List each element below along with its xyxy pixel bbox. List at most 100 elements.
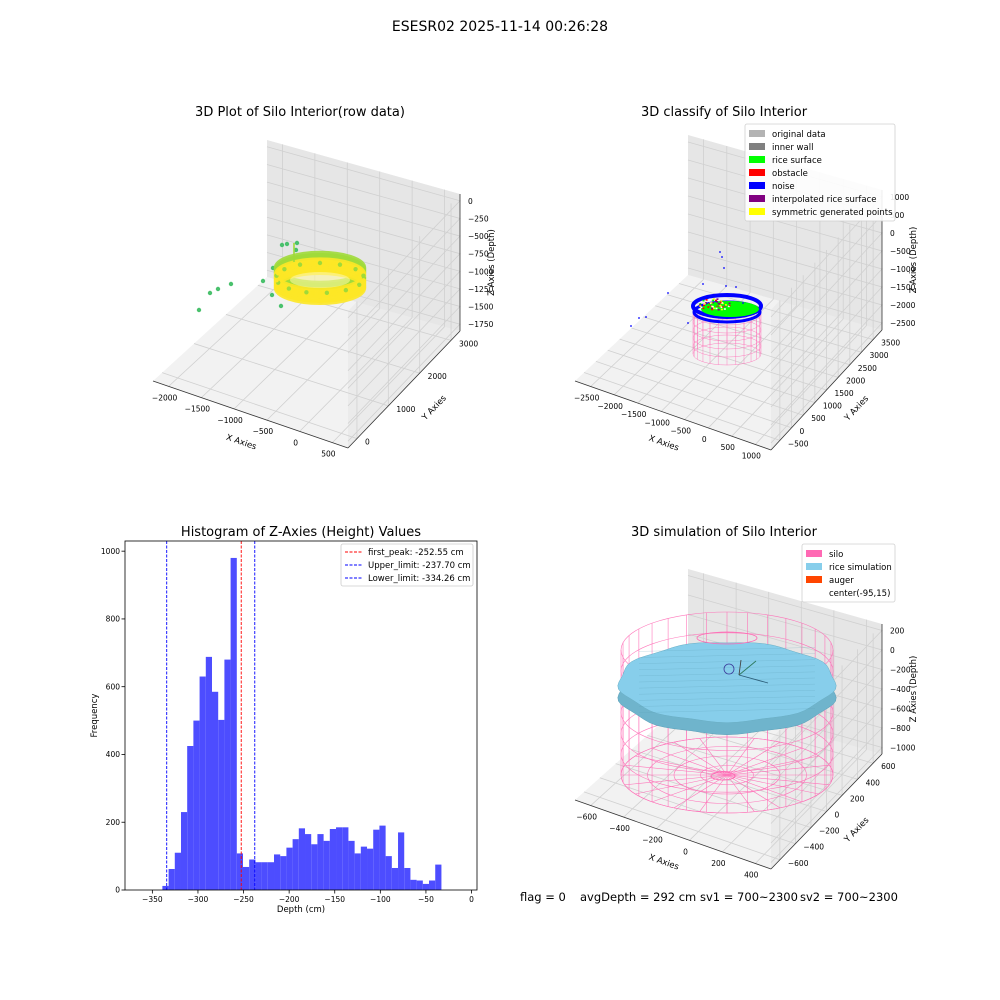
rice-mesh-line <box>638 696 816 701</box>
y-axis-label: Y Axies <box>842 815 872 845</box>
y-tick-label: −400 <box>803 843 824 852</box>
classified-point <box>702 299 705 302</box>
z-tick-label: −600 <box>890 705 911 714</box>
data-point <box>348 265 354 270</box>
y-tick-label: 0 <box>800 427 805 436</box>
rice-surface-patch <box>701 301 759 317</box>
data-point <box>284 241 290 247</box>
x-tick-label: 1000 <box>742 451 761 460</box>
data-point <box>294 240 300 246</box>
histogram-bar <box>342 827 349 890</box>
data-point <box>297 289 303 294</box>
classified-point <box>717 302 720 305</box>
data-point <box>361 273 366 278</box>
legend-swatch <box>806 550 822 557</box>
histogram-bar <box>305 834 312 890</box>
legend-swatch <box>749 208 765 215</box>
histogram-bar <box>410 879 417 890</box>
noise-point <box>687 322 689 324</box>
classified-point <box>716 305 719 308</box>
y-axis-label: Frequency <box>90 694 100 738</box>
noise-point <box>735 286 737 288</box>
histogram-bar <box>193 720 200 890</box>
chart-title: 3D simulation of Silo Interior <box>631 525 818 540</box>
histogram-bar <box>348 840 355 890</box>
histogram-bar <box>174 852 181 890</box>
y-axis-label: Y Axies <box>842 394 871 425</box>
classified-point <box>705 299 708 301</box>
z-tick-label: −1000 <box>890 265 916 274</box>
z-tick-label: −750 <box>468 250 489 259</box>
x-tick-label: −150 <box>324 895 345 904</box>
histogram-bar <box>360 846 368 890</box>
data-point <box>291 263 297 269</box>
z-tick-label: −1250 <box>468 285 494 294</box>
rice-mesh-line <box>638 690 816 695</box>
x-tick-label: 0 <box>702 435 707 444</box>
x-tick-label: 500 <box>321 450 336 459</box>
histogram-bar <box>323 840 330 890</box>
histogram-bar <box>286 847 293 890</box>
classified-point <box>722 306 725 308</box>
histogram-bar <box>367 848 374 890</box>
chart-title: 3D Plot of Silo Interior(row data) <box>195 105 405 120</box>
noise-point <box>723 267 725 269</box>
z-tick-label: −1000 <box>890 744 916 753</box>
histogram-bar <box>280 856 287 890</box>
x-axis-label: Depth (cm) <box>277 905 325 915</box>
histogram-bar <box>274 854 281 890</box>
data-point <box>317 260 323 266</box>
y-axis-line <box>770 753 883 870</box>
rice-mesh-line <box>638 702 816 707</box>
legend-swatch <box>749 195 765 202</box>
z-tick-label: −1000 <box>468 267 494 276</box>
x-axis-line <box>574 380 772 451</box>
data-point <box>286 286 292 291</box>
classified-point <box>715 299 717 302</box>
data-point <box>260 278 266 284</box>
classified-point <box>720 302 723 304</box>
x-tick-label: −350 <box>142 895 163 904</box>
y-tick-label: 600 <box>106 682 121 691</box>
z-tick-label: −1500 <box>890 283 916 292</box>
classified-point <box>715 307 718 310</box>
panel-simulation-3d: 3D simulation of Silo Interior −600 −400 −2… <box>574 525 919 879</box>
classified-point <box>707 303 710 306</box>
noise-point <box>742 302 744 304</box>
noise-point <box>725 285 727 287</box>
data-point <box>331 261 336 266</box>
classified-point <box>724 304 727 306</box>
classified-point <box>707 306 710 308</box>
x-tick-label: 0 <box>469 895 474 904</box>
x-tick-label: −250 <box>233 895 254 904</box>
x-tick-label: −100 <box>370 895 391 904</box>
histogram-bar <box>336 827 343 890</box>
y-axis-line <box>347 330 461 449</box>
z-tick-label: −800 <box>890 724 911 733</box>
classified-point <box>698 304 701 306</box>
classified-point <box>719 301 722 304</box>
rice-mesh-line <box>638 659 816 664</box>
y-tick-label: 0 <box>365 438 370 447</box>
classified-point <box>699 305 702 307</box>
legend-swatch <box>806 563 822 570</box>
legend-swatch <box>749 182 765 189</box>
histogram-bar <box>329 829 337 890</box>
histogram-bar <box>422 883 430 890</box>
histogram-bar <box>199 676 206 890</box>
histogram-bar <box>255 862 262 890</box>
histogram-bar <box>398 832 405 890</box>
data-point <box>196 307 202 313</box>
data-point <box>293 247 299 253</box>
data-point <box>278 268 283 274</box>
x-tick-label: −600 <box>576 813 597 822</box>
x-tick-label: −500 <box>253 427 274 436</box>
data-point <box>278 303 284 309</box>
chart-title: Histogram of Z-Axies (Height) Values <box>181 525 421 540</box>
histogram-bar <box>373 829 380 890</box>
x-tick-label: −200 <box>642 836 663 845</box>
noise-point <box>667 292 669 294</box>
y-tick-label: 1000 <box>823 402 842 411</box>
rice-mesh-line <box>638 683 816 689</box>
y-tick-label: 800 <box>106 615 121 624</box>
